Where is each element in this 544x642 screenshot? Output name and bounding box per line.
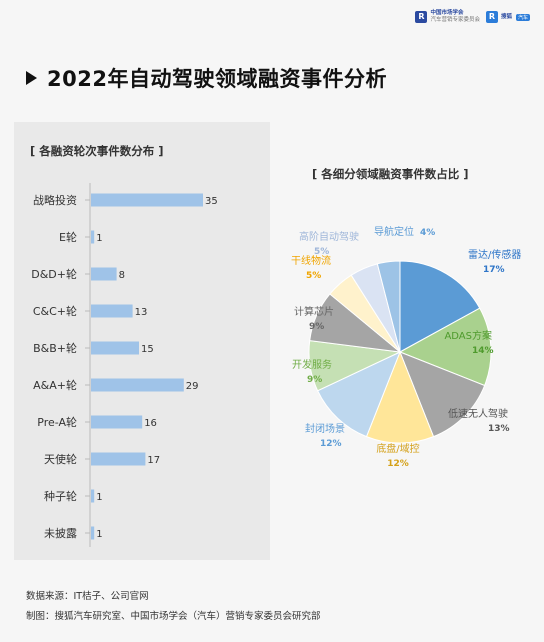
pie-slice-label: 高阶自动驾驶 [299, 230, 359, 243]
market-society-logo-subtext: 汽车营销专家委员会 [430, 17, 480, 23]
header-logos: R 中国市场学会 汽车营销专家委员会 R 搜狐 汽车 [415, 10, 530, 24]
pie-slice-percent: 12% [387, 459, 409, 469]
bar-value-label: 16 [144, 418, 157, 429]
bar-category-label: E轮 [59, 230, 77, 244]
pie-slice-label: 封闭场景 [305, 422, 345, 435]
bar-category-label: 天使轮 [44, 452, 77, 466]
market-society-logo-text: 中国市场学会 [430, 10, 464, 16]
bar-value-label: 1 [96, 529, 102, 540]
page-title: 2022年自动驾驶领域融资事件分析 [47, 67, 387, 91]
pie-slice [316, 351, 401, 438]
pie-slice-label: 导航定位 [374, 225, 414, 238]
pie-slice-percent: 9% [309, 322, 324, 332]
bar-value-label: 35 [205, 196, 218, 207]
bar-category-label: B&B+轮 [33, 341, 77, 355]
bar-value-label: 1 [96, 492, 102, 503]
pie-slice-label: 计算芯片 [294, 305, 334, 318]
play-triangle-icon [26, 71, 37, 85]
bar [91, 341, 139, 355]
pie-slice-label: 底盘/域控 [376, 442, 419, 455]
bar-value-label: 1 [96, 233, 102, 244]
page-title-row: 2022年自动驾驶领域融资事件分析 [26, 63, 387, 93]
pie-slice-percent: 4% [420, 228, 435, 238]
bar-value-label: 15 [141, 344, 154, 355]
market-society-logo-icon: R [415, 11, 428, 23]
bar-value-label: 8 [119, 270, 125, 281]
pie-slice [398, 307, 492, 387]
bar-category-label: 种子轮 [44, 489, 77, 503]
data-source: 数据来源：IT桔子、公司官网 [26, 591, 149, 602]
pie-slice [399, 260, 481, 353]
pie-slice-percent: 9% [307, 375, 322, 385]
pie-slice-percent: 13% [488, 424, 510, 434]
bar-category-label: 战略投资 [33, 193, 77, 207]
pie-slice [365, 350, 435, 444]
sohu-logo-icon: R [485, 11, 498, 23]
sohu-auto-logo: R 搜狐 汽车 [485, 11, 530, 23]
pie-slice-label: 开发服务 [292, 358, 332, 371]
pie-chart-title: [ 各细分领域融资事件数占比 ] [312, 167, 469, 181]
pie-chart: 雷达/传感器 17% ADAS方案 14% 低速无人驾驶 13% 底盘/域控 12% 封闭场景 1… [291, 225, 521, 469]
pie-slice-percent: 5% [314, 247, 329, 257]
bar [91, 415, 143, 429]
bar [91, 526, 95, 540]
bar-category-label: A&A+轮 [33, 378, 77, 392]
bar-chart-title: [ 各融资轮次事件数分布 ] [30, 144, 164, 158]
pie-slice-percent: 17% [483, 265, 505, 275]
sohu-logo-text: 搜狐 [500, 13, 512, 20]
bar [91, 452, 146, 466]
bar [91, 304, 133, 318]
pie-slice-percent: 5% [306, 271, 321, 281]
pie-slice-percent: 14% [472, 346, 494, 356]
bar-category-label: Pre-A轮 [37, 415, 77, 429]
bar [91, 267, 117, 281]
market-society-logo: R 中国市场学会 汽车营销专家委员会 [415, 10, 480, 24]
bar [91, 378, 184, 392]
pie-slice [376, 260, 401, 353]
sohu-logo-badge: 汽车 [515, 13, 530, 21]
pie-slice-label: 干线物流 [291, 254, 331, 267]
bar-value-label: 13 [135, 307, 148, 318]
pie-slice [399, 351, 486, 438]
bar [91, 489, 95, 503]
pie-slice-label: 雷达/传感器 [468, 248, 521, 261]
pie-slice-label: 低速无人驾驶 [448, 407, 508, 420]
bar-value-label: 29 [186, 381, 199, 392]
bar-category-label: D&D+轮 [31, 267, 77, 281]
pie-slice-label: ADAS方案 [444, 329, 492, 342]
bar [91, 193, 203, 207]
bar-value-label: 17 [147, 455, 160, 466]
pie-slice-percent: 12% [320, 439, 342, 449]
bar-category-label: C&C+轮 [33, 304, 77, 318]
chart-producer: 制图：搜狐汽车研究室、中国市场学会（汽车）营销专家委员会研究部 [26, 611, 321, 622]
bar [91, 230, 95, 244]
bar-category-label: 未披露 [44, 526, 77, 540]
